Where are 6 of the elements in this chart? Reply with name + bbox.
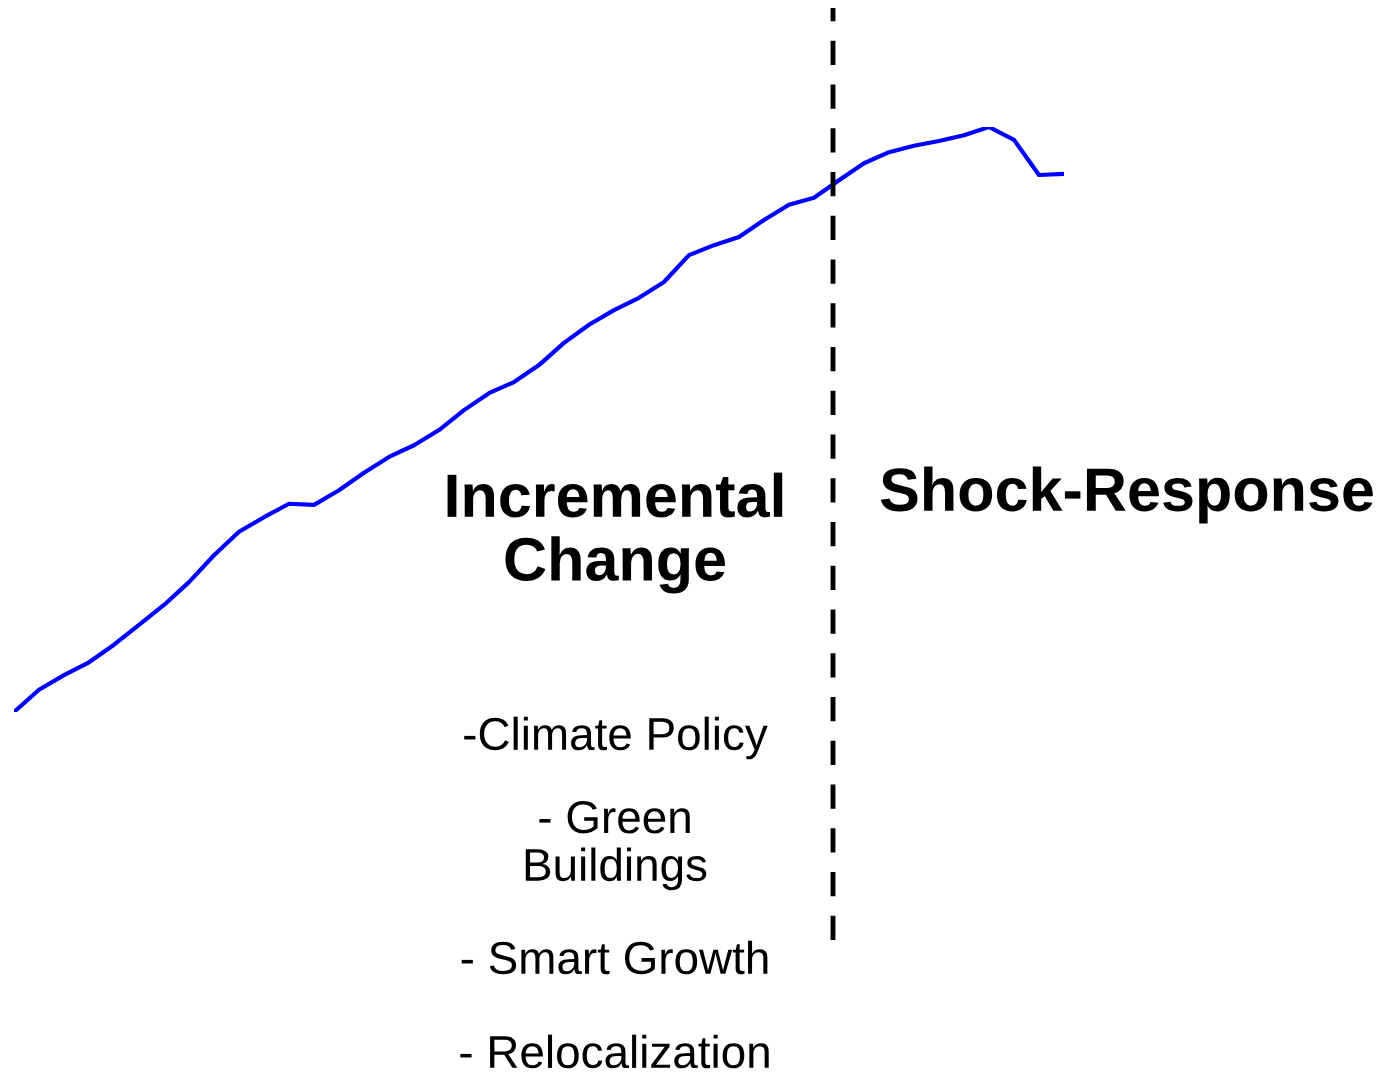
text: - Relocalization <box>460 1034 769 1069</box>
text: - Green Buildings <box>525 800 707 891</box>
annotation: Shock-Response <box>880 466 1373 524</box>
annotation: Incremental Change <box>447 472 783 594</box>
text: - Smart Growth <box>461 940 768 975</box>
text: -Climate Policy <box>464 716 768 760</box>
